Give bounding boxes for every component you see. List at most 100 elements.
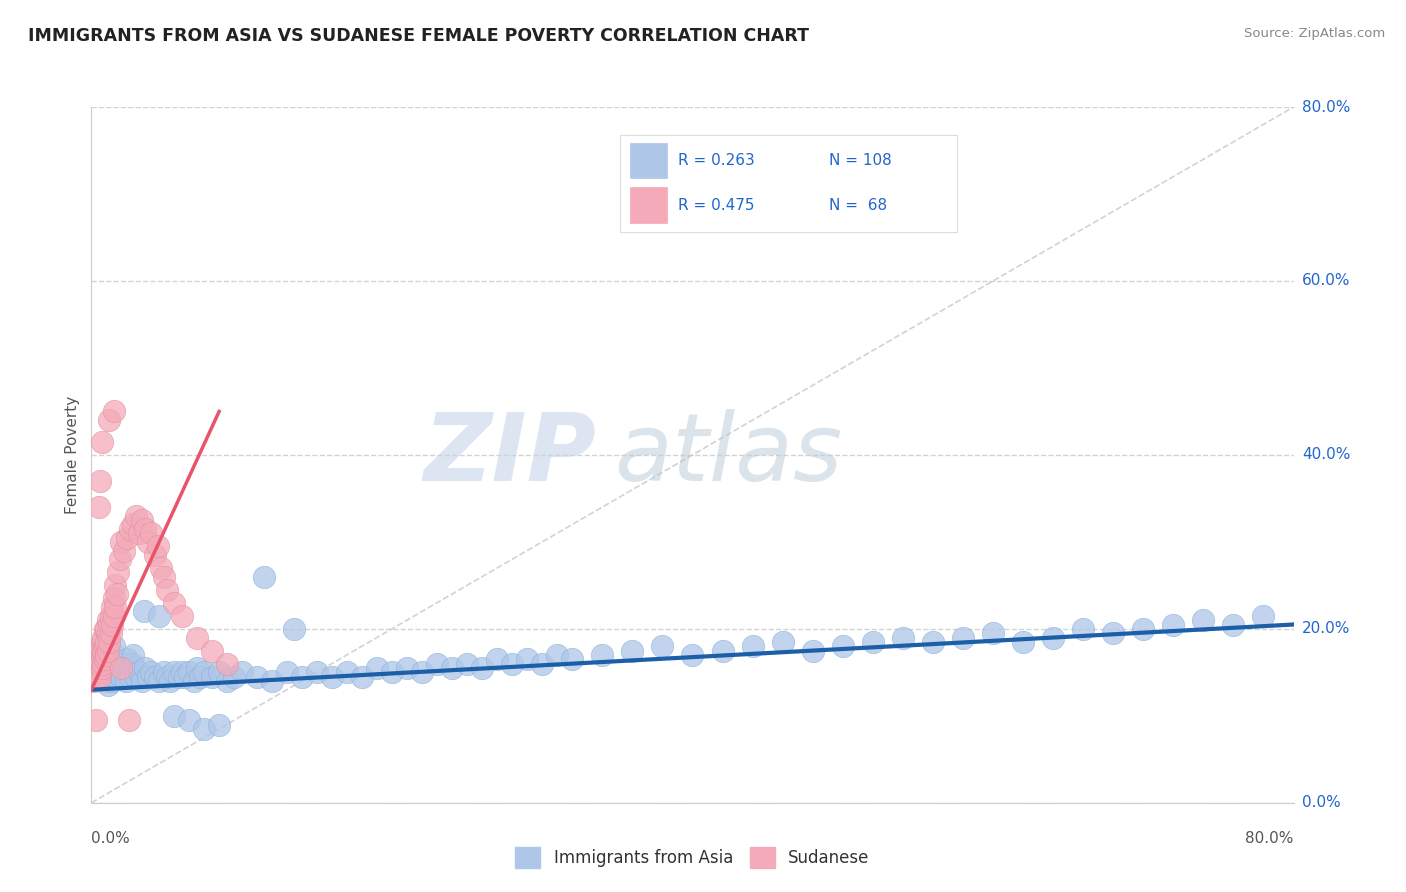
Point <box>87 652 110 666</box>
Point <box>107 661 129 675</box>
Point <box>1253 608 1275 623</box>
Point <box>103 639 125 653</box>
Point <box>1042 631 1064 645</box>
Point <box>125 508 148 523</box>
Point <box>772 635 794 649</box>
Point <box>107 566 129 580</box>
Text: 0.0%: 0.0% <box>1302 796 1340 810</box>
Point <box>152 665 174 680</box>
Text: 20.0%: 20.0% <box>1302 622 1350 636</box>
Text: IMMIGRANTS FROM ASIA VS SUDANESE FEMALE POVERTY CORRELATION CHART: IMMIGRANTS FROM ASIA VS SUDANESE FEMALE … <box>28 27 808 45</box>
Point <box>122 648 145 662</box>
Point <box>486 652 509 666</box>
Point <box>100 643 122 657</box>
Point <box>100 626 122 640</box>
Point <box>253 570 276 584</box>
Point <box>381 665 404 680</box>
Point <box>118 713 141 727</box>
Point <box>456 657 478 671</box>
Point <box>97 678 120 692</box>
Text: N = 108: N = 108 <box>830 153 891 168</box>
Point <box>101 600 124 615</box>
Point <box>110 661 132 675</box>
Point <box>96 643 118 657</box>
Point <box>96 648 118 662</box>
Point <box>90 635 112 649</box>
Text: 80.0%: 80.0% <box>1302 100 1350 114</box>
Point <box>831 639 853 653</box>
Point <box>591 648 613 662</box>
Point <box>201 643 224 657</box>
Point <box>1071 622 1094 636</box>
Point <box>891 631 914 645</box>
Point <box>114 661 136 675</box>
Point <box>148 608 170 623</box>
Point <box>208 665 231 680</box>
Point <box>134 661 156 675</box>
Point <box>681 648 703 662</box>
Point <box>103 591 125 606</box>
Point <box>115 674 138 689</box>
Point <box>84 661 107 675</box>
Point <box>321 670 343 684</box>
Point <box>148 674 170 689</box>
Text: atlas: atlas <box>614 409 842 500</box>
Point <box>138 534 160 549</box>
Text: R = 0.263: R = 0.263 <box>678 153 754 168</box>
Point <box>98 657 121 671</box>
Point <box>163 708 186 723</box>
Point <box>96 622 118 636</box>
Point <box>167 670 190 684</box>
Point <box>90 648 112 662</box>
Point <box>122 517 145 532</box>
Point <box>89 657 111 671</box>
Point <box>117 531 139 545</box>
Point <box>260 674 283 689</box>
Point <box>801 643 824 657</box>
Point <box>711 643 734 657</box>
Point <box>276 665 298 680</box>
Point <box>134 522 156 536</box>
Point <box>1222 617 1244 632</box>
Point <box>305 665 328 680</box>
Point <box>1102 626 1125 640</box>
Point <box>621 643 644 657</box>
Point <box>186 631 208 645</box>
Point <box>120 522 142 536</box>
Point <box>120 670 142 684</box>
Point <box>426 657 449 671</box>
Point <box>981 626 1004 640</box>
Text: ZIP: ZIP <box>423 409 596 501</box>
Point <box>94 622 117 636</box>
Point <box>108 552 131 566</box>
Point <box>97 613 120 627</box>
Point <box>87 665 110 680</box>
Point <box>104 661 127 675</box>
Point <box>103 608 125 623</box>
Point <box>215 657 238 671</box>
Text: R = 0.475: R = 0.475 <box>678 197 754 212</box>
Point <box>224 670 246 684</box>
Point <box>97 626 120 640</box>
Point <box>561 652 583 666</box>
Point <box>94 665 117 680</box>
Point <box>1012 635 1035 649</box>
Point <box>98 635 121 649</box>
Point <box>94 652 117 666</box>
Point <box>89 670 111 684</box>
Point <box>155 582 177 597</box>
Point <box>215 674 238 689</box>
Point <box>177 713 200 727</box>
Point <box>110 534 132 549</box>
Point <box>183 674 205 689</box>
Point <box>131 513 153 527</box>
Point <box>283 622 305 636</box>
Text: 60.0%: 60.0% <box>1302 274 1350 288</box>
Point <box>208 717 231 731</box>
Point <box>89 657 111 671</box>
Point <box>110 670 132 684</box>
Point <box>246 670 269 684</box>
Point <box>173 670 195 684</box>
Point <box>93 643 115 657</box>
Text: 80.0%: 80.0% <box>1246 831 1294 846</box>
